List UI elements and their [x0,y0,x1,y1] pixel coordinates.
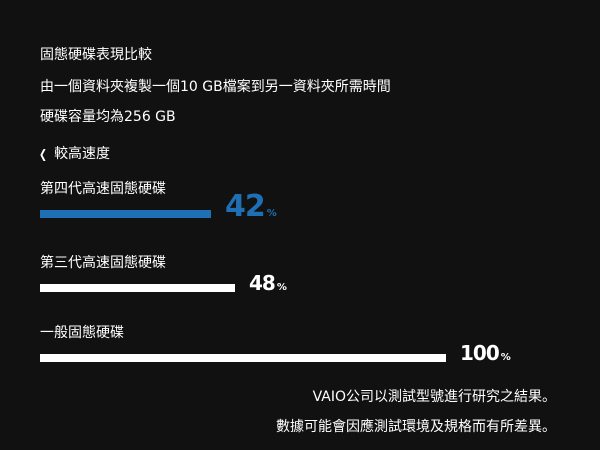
bar [40,210,211,218]
value-unit: % [500,352,511,363]
header-line-title: 固態硬碟表現比較 [40,47,152,63]
bar [40,354,446,362]
bar-row: 一般固態硬碟 100% [40,324,580,374]
speed-note: ❮ 較高速度 [38,145,110,163]
value-label: 42% [225,189,277,224]
speed-note-label: 較高速度 [54,146,111,162]
value-number: 100 [460,341,500,365]
category-label: 第四代高速固態硬碟 [40,181,166,197]
value-number: 42 [225,188,266,224]
category-label: 一般固態硬碟 [40,325,124,341]
value-unit: % [276,282,287,293]
chevron-left-icon: ❮ [39,147,48,161]
value-label: 48% [249,271,287,295]
value-number: 48 [249,271,276,295]
bar-row: 第三代高速固態硬碟 48% [40,254,580,304]
value-label: 100% [460,341,511,365]
bar [40,284,235,292]
header-line-capacity: 硬碟容量均為256 GB [40,109,176,125]
header-line-description: 由一個資料夾複製一個10 GB檔案到另一資料夾所需時間 [40,79,391,95]
footer-line-disclaimer: 數據可能會因應測試環境及規格而有所差異。 [276,419,556,435]
category-label: 第三代高速固態硬碟 [40,255,166,271]
footer-line-source: VAIO公司以測試型號進行研究之結果。 [312,389,556,405]
value-unit: % [266,207,277,219]
bar-row: 第四代高速固態硬碟 42% [40,180,580,230]
